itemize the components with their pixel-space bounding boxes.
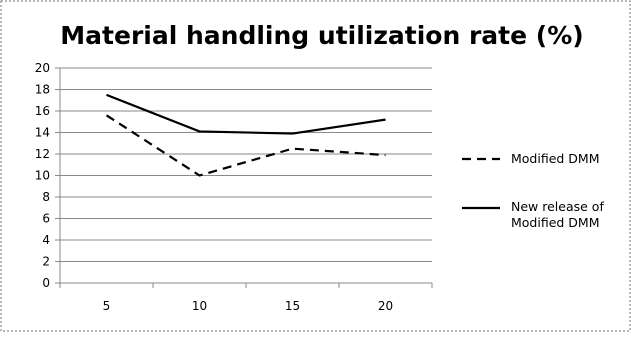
y-tick-label: 0: [42, 276, 50, 290]
chart-title: Material handling utilization rate (%): [60, 21, 583, 50]
y-tick-label: 6: [42, 212, 50, 226]
legend-label-series-2: Modified DMM: [511, 215, 600, 230]
x-tick-label: 10: [192, 299, 207, 313]
x-tick-label: 15: [285, 299, 300, 313]
y-tick-label: 14: [35, 126, 50, 140]
y-tick-label: 20: [35, 61, 50, 75]
legend-label-series-2: New release of: [511, 199, 604, 214]
y-tick-label: 10: [35, 169, 50, 183]
x-tick-label: 20: [378, 299, 393, 313]
y-tick-label: 4: [42, 233, 50, 247]
y-tick-label: 12: [35, 147, 50, 161]
y-tick-label: 8: [42, 190, 50, 204]
x-tick-label: 5: [103, 299, 111, 313]
y-tick-label: 18: [35, 83, 50, 97]
legend-label-series-1: Modified DMM: [511, 151, 600, 166]
y-tick-label: 16: [35, 104, 50, 118]
y-tick-label: 2: [42, 255, 50, 269]
chart-border: [1, 1, 630, 331]
